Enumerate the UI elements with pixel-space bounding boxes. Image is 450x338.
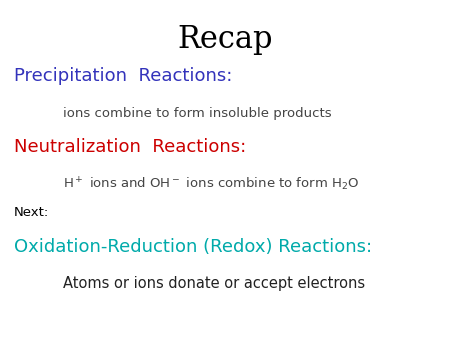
Text: Atoms or ions donate or accept electrons: Atoms or ions donate or accept electrons [63,276,365,291]
Text: H$^+$ ions and OH$^-$ ions combine to form H$_2$O: H$^+$ ions and OH$^-$ ions combine to fo… [63,175,360,193]
Text: ions combine to form insoluble products: ions combine to form insoluble products [63,107,332,120]
Text: Next:: Next: [14,207,49,219]
Text: Neutralization  Reactions:: Neutralization Reactions: [14,138,246,156]
Text: Recap: Recap [177,24,273,55]
Text: Oxidation-Reduction (Redox) Reactions:: Oxidation-Reduction (Redox) Reactions: [14,238,372,256]
Text: Precipitation  Reactions:: Precipitation Reactions: [14,67,232,85]
